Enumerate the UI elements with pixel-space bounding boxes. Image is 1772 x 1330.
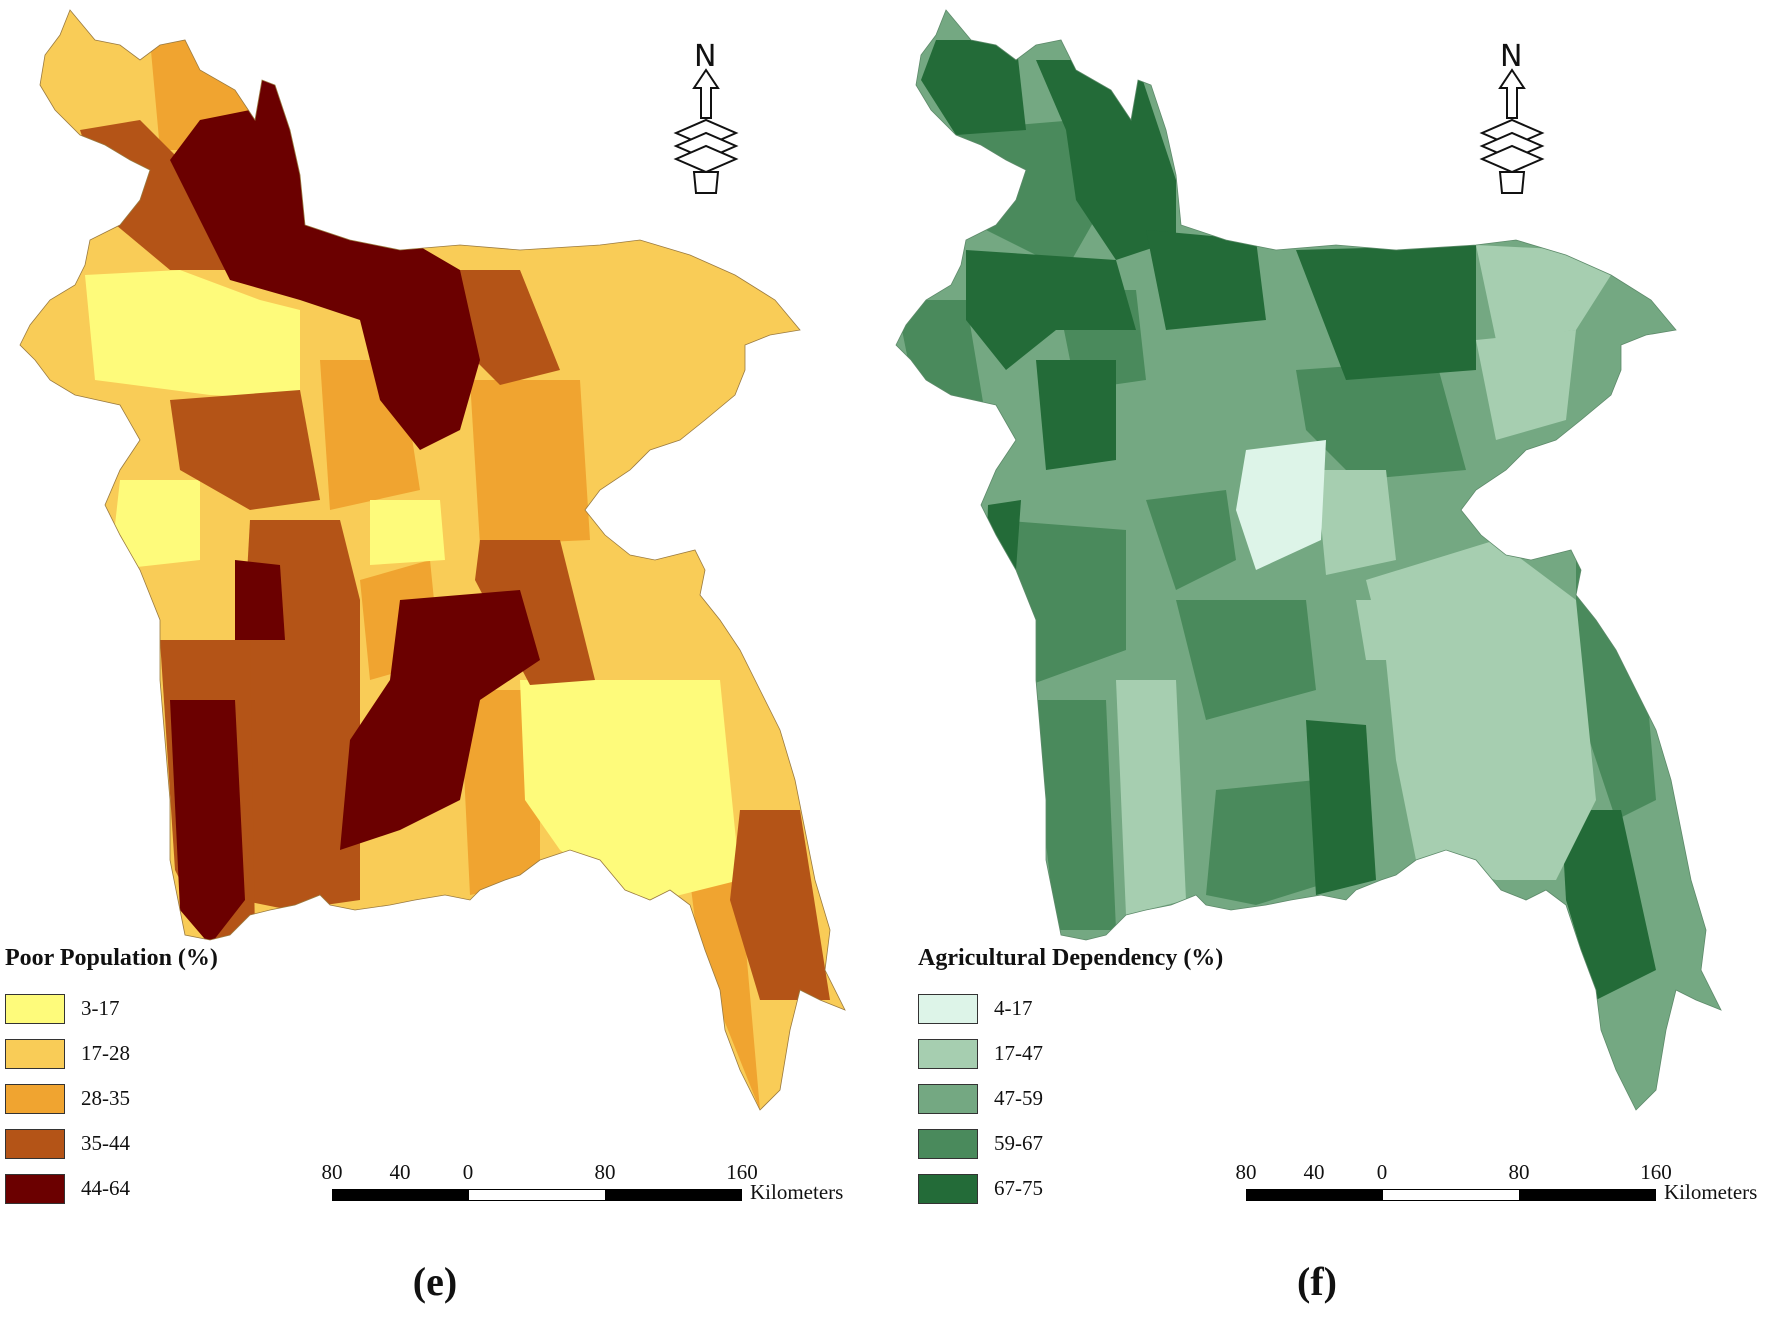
scale-tick: 0 [1376, 1160, 1388, 1184]
legend-swatch [5, 1083, 65, 1114]
scale-tick: 0 [462, 1160, 474, 1184]
agricultural-dependency-map [895, 9, 1722, 1111]
scale-tick: 80 [594, 1160, 616, 1184]
legend-item: 67-75 [918, 1166, 1223, 1211]
legend-item: 17-47 [918, 1031, 1223, 1076]
legend-item: 28-35 [5, 1076, 218, 1121]
scale-tick: 160 [726, 1160, 758, 1184]
scale-tick: 40 [1303, 1160, 1325, 1184]
legend-item: 47-59 [918, 1076, 1223, 1121]
legend-agricultural-dependency: Agricultural Dependency (%) 4-17 17-47 4… [918, 945, 1223, 1211]
legend-swatch [5, 1173, 65, 1204]
scale-bar: 80 40 0 80 160 Kilometers [322, 1160, 872, 1204]
scale-tick: 160 [1640, 1160, 1672, 1184]
scale-unit: Kilometers [1664, 1180, 1758, 1204]
legend-swatch [918, 1128, 978, 1159]
map-panel-poor-population: N Poor Population (%) 3-17 17-28 28-35 3… [5, 9, 872, 1304]
north-arrow-icon: N [1472, 38, 1552, 198]
legend-title: Agricultural Dependency (%) [918, 945, 1224, 971]
legend-swatch [918, 1173, 978, 1204]
legend-title: Poor Population (%) [5, 945, 218, 971]
map-panel-agricultural-dependency: N Agricultural Dependency (%) 4-17 17-47… [886, 0, 1772, 1330]
scale-unit: Kilometers [750, 1180, 844, 1204]
scale-tick: 40 [389, 1160, 411, 1184]
legend-item: 17-28 [5, 1031, 218, 1076]
north-letter: N [694, 39, 716, 74]
scale-tick: 80 [1235, 1160, 1257, 1184]
scale-tick: 80 [321, 1160, 343, 1184]
legend-item: 35-44 [5, 1121, 218, 1166]
north-arrow-icon: N [666, 38, 746, 198]
legend-item: 4-17 [918, 986, 1223, 1031]
panel-label-e: (e) [412, 1259, 458, 1304]
legend-swatch [918, 1083, 978, 1114]
legend-swatch [5, 1128, 65, 1159]
scale-bar-segments [1246, 1189, 1656, 1201]
scale-bar-segments [332, 1189, 742, 1201]
legend-swatch [918, 1038, 978, 1069]
legend-swatch [5, 1038, 65, 1069]
scale-tick: 80 [1508, 1160, 1530, 1184]
scale-bar: 80 40 0 80 160 Kilometers [1236, 1160, 1772, 1204]
legend-item: 44-64 [5, 1166, 218, 1211]
legend-item: 59-67 [918, 1121, 1223, 1166]
legend-item: 3-17 [5, 986, 218, 1031]
legend-swatch [918, 993, 978, 1024]
legend-swatch [5, 993, 65, 1024]
legend-poor-population: Poor Population (%) 3-17 17-28 28-35 35-… [5, 945, 218, 1211]
panel-label-f: (f) [1297, 1259, 1337, 1304]
north-letter: N [1500, 39, 1522, 74]
